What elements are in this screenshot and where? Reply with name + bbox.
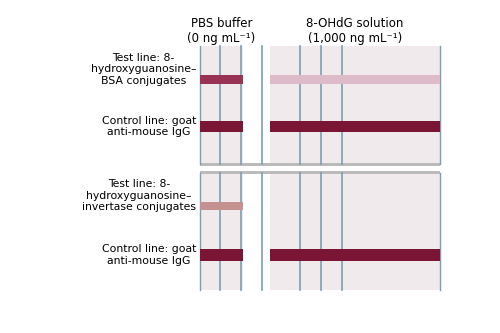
Text: Control line: goat
anti-mouse IgG: Control line: goat anti-mouse IgG	[102, 244, 196, 266]
Bar	[200, 202, 220, 210]
Bar	[241, 249, 242, 261]
Bar	[270, 249, 300, 261]
Bar	[270, 121, 300, 133]
Bar	[241, 75, 242, 84]
Bar	[321, 249, 440, 261]
Bar	[241, 202, 242, 210]
Bar	[220, 202, 241, 210]
Text: PBS buffer
(0 ng mL⁻¹): PBS buffer (0 ng mL⁻¹)	[187, 17, 256, 45]
Bar	[220, 121, 241, 133]
Bar	[200, 75, 220, 84]
Bar	[241, 121, 242, 133]
Bar	[200, 163, 440, 166]
Bar	[200, 121, 220, 133]
Bar	[321, 75, 440, 84]
Bar	[300, 121, 321, 133]
Bar	[321, 121, 440, 133]
Bar	[220, 75, 241, 84]
Text: Control line: goat
anti-mouse IgG: Control line: goat anti-mouse IgG	[102, 116, 196, 138]
Bar	[300, 75, 321, 84]
Text: Test line: 8-
hydroxyguanosine–
BSA conjugates: Test line: 8- hydroxyguanosine– BSA conj…	[90, 53, 196, 86]
Bar	[300, 249, 321, 261]
Text: 8-OHdG solution
(1,000 ng mL⁻¹): 8-OHdG solution (1,000 ng mL⁻¹)	[306, 17, 404, 45]
Bar	[200, 249, 220, 261]
Bar	[270, 75, 300, 84]
Bar	[200, 46, 440, 164]
Bar	[200, 173, 440, 290]
Bar	[200, 171, 440, 173]
Bar	[220, 249, 241, 261]
Bar	[242, 44, 270, 292]
Text: Test line: 8-
hydroxyguanosine–
invertase conjugates: Test line: 8- hydroxyguanosine– invertas…	[82, 179, 196, 212]
